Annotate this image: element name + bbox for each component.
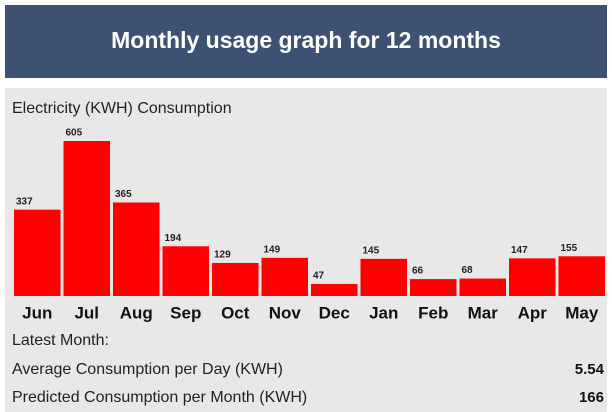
bar (410, 279, 457, 296)
x-tick-label: Feb (418, 303, 448, 322)
data-label: 129 (214, 250, 231, 261)
chart-title: Electricity (KWH) Consumption (12, 100, 232, 117)
x-tick-label: Jun (22, 303, 52, 322)
bar (360, 258, 407, 296)
summary-label: Predicted Consumption per Month (KWH) (12, 389, 307, 406)
data-label: 66 (412, 266, 424, 277)
bar (311, 283, 358, 296)
x-tick-label: Jul (74, 303, 99, 322)
x-tick-label: Jan (369, 303, 398, 322)
summary-label: Average Consumption per Day (KWH) (12, 361, 283, 378)
bar (63, 141, 110, 296)
x-tick-label: May (565, 303, 599, 322)
x-tick-label: Aug (120, 303, 153, 322)
bar (14, 209, 61, 296)
data-label: 68 (462, 265, 474, 276)
data-label: 365 (115, 189, 132, 200)
bar (261, 257, 308, 296)
data-label: 149 (264, 244, 281, 255)
bar (162, 246, 209, 296)
x-tick-label: Sep (170, 303, 201, 322)
header-title: Monthly usage graph for 12 months (111, 27, 501, 53)
bar (113, 202, 160, 296)
data-label: 337 (16, 196, 33, 207)
data-label: 47 (313, 271, 325, 282)
data-label: 605 (66, 128, 83, 139)
data-label: 155 (561, 243, 578, 254)
x-tick-label: Dec (319, 303, 350, 322)
data-label: 194 (165, 233, 182, 244)
bar (459, 278, 506, 296)
x-tick-label: Apr (518, 303, 548, 322)
bar (212, 262, 259, 296)
header-banner (5, 5, 607, 78)
data-label: 145 (363, 245, 380, 256)
data-label: 147 (511, 245, 528, 256)
summary-value: 5.54 (575, 361, 605, 378)
bar (558, 256, 605, 296)
bar (509, 258, 556, 296)
x-tick-label: Oct (221, 303, 250, 322)
x-tick-label: Nov (269, 303, 302, 322)
bars: 337 Jun 605 Jul 365 Aug 194 Sep 129 Oct 149 Nov 47 De… (14, 128, 605, 322)
x-tick-label: Mar (468, 303, 499, 322)
summary-value: 166 (579, 389, 604, 406)
summary-heading: Latest Month: (12, 332, 109, 349)
